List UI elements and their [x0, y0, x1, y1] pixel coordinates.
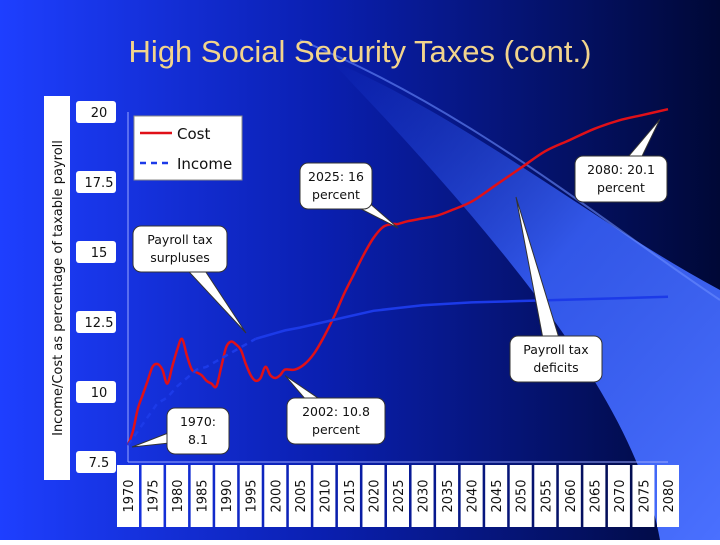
y-axis-title-box	[44, 96, 70, 480]
x-tick-label: 1975	[147, 479, 162, 512]
x-tick-label: 2050	[515, 479, 530, 512]
annotation-box	[132, 225, 228, 273]
x-tick-label: 2055	[539, 479, 554, 512]
y-tick-label: 15	[91, 246, 108, 261]
x-tick-box	[607, 465, 630, 527]
x-tick-label: 2045	[490, 479, 505, 512]
y-tick-label: 12.5	[85, 316, 114, 331]
x-tick-box	[387, 465, 409, 527]
y-tick-box	[76, 171, 116, 193]
x-tick-label: 2035	[441, 479, 456, 512]
axes: 20 17.5 15 12.5 10 7.5 Income/Cost as percenta…	[44, 96, 679, 527]
y-tick-label: 20	[91, 106, 108, 121]
x-tick-label: 2030	[417, 479, 432, 512]
x-tick-label: 2005	[294, 479, 309, 512]
x-tick-box	[190, 465, 213, 527]
y-tick-label: 10	[91, 386, 108, 401]
annotation-text: 2002: 10.8	[302, 404, 370, 419]
annotation-bubble: Payroll tax deficits	[509, 196, 603, 383]
x-tick-box	[117, 465, 139, 527]
annotation-text: 2025: 16	[308, 169, 364, 184]
x-tick-label: 1970	[122, 479, 137, 512]
page-title: High Social Security Taxes (cont.)	[128, 34, 592, 69]
x-tick-label: 1985	[196, 479, 211, 512]
annotation-bubble: 1970: 8.1	[131, 407, 230, 455]
y-tick-label: 7.5	[89, 456, 110, 471]
decorative-swoosh	[330, 60, 720, 540]
x-tick-box	[313, 465, 336, 527]
annotation-text: percent	[597, 180, 645, 195]
annotation-text: deficits	[533, 360, 578, 375]
decorative-swoosh-edge	[299, 39, 720, 301]
x-tick-box	[485, 465, 508, 527]
annotation-bubble: 2025: 16 percent	[299, 162, 399, 229]
x-tick-label: 2075	[637, 479, 652, 512]
x-tick-label: 2000	[269, 479, 284, 512]
x-tick-label: 2060	[564, 479, 579, 512]
x-tick-box	[239, 465, 262, 527]
annotation-text: 2080: 20.1	[587, 162, 655, 177]
legend-label-income: Income	[177, 155, 232, 173]
legend: Cost Income	[133, 115, 243, 181]
x-tick-label: 1990	[220, 479, 235, 512]
x-tick-box	[166, 465, 189, 527]
x-tick-box	[657, 465, 679, 527]
x-tick-box	[509, 465, 532, 527]
annotation-text: percent	[312, 422, 360, 437]
series-income-line	[255, 295, 669, 341]
annotation-box	[286, 397, 386, 445]
y-tick-box	[76, 311, 116, 333]
series-layer	[126, 107, 669, 446]
x-tick-box	[583, 465, 606, 527]
annotation-box	[299, 162, 373, 210]
series-cost-line	[126, 107, 669, 446]
series-income-dashed	[126, 337, 257, 446]
legend-label-cost: Cost	[177, 125, 210, 143]
x-tick-box	[362, 465, 385, 527]
x-tick-box	[632, 465, 655, 527]
annotation-text: 8.1	[188, 432, 208, 447]
y-tick-box	[76, 241, 116, 263]
y-tick-box	[76, 101, 116, 123]
annotation-text: percent	[312, 187, 360, 202]
annotation-box	[509, 335, 603, 383]
y-tick-label: 17.5	[85, 176, 114, 191]
x-tick-box	[460, 465, 483, 527]
annotation-text: Payroll tax	[147, 232, 212, 247]
x-tick-label: 2065	[588, 479, 603, 512]
x-tick-box	[337, 465, 360, 527]
annotation-bubble: 2080: 20.1 percent	[574, 118, 668, 203]
annotation-text: Payroll tax	[523, 342, 588, 357]
y-tick-box	[76, 381, 116, 403]
x-tick-label: 1995	[245, 479, 260, 512]
x-tick-label: 2010	[318, 479, 333, 512]
y-axis-title: Income/Cost as percentage of taxable pay…	[51, 140, 66, 436]
y-tick-box	[76, 451, 116, 473]
x-tick-label: 2070	[613, 479, 628, 512]
annotation-text: 1970:	[180, 414, 216, 429]
x-tick-box	[141, 465, 164, 527]
x-tick-label: 2080	[662, 479, 677, 512]
x-tick-box	[436, 465, 459, 527]
x-tick-label: 2040	[466, 479, 481, 512]
annotation-bubble: Payroll tax surpluses	[132, 225, 247, 334]
x-tick-box	[411, 465, 434, 527]
x-tick-box	[215, 465, 238, 527]
annotation-box	[574, 155, 668, 203]
x-tick-box	[264, 465, 287, 527]
x-tick-label: 2025	[392, 479, 407, 512]
annotation-bubble: 2002: 10.8 percent	[284, 375, 386, 445]
annotation-text: surpluses	[150, 250, 210, 265]
x-tick-label: 1980	[171, 479, 186, 512]
legend-box	[133, 115, 243, 181]
x-tick-box	[558, 465, 581, 527]
annotation-box	[166, 407, 230, 455]
x-tick-box	[288, 465, 311, 527]
x-tick-box	[534, 465, 557, 527]
x-tick-label: 2015	[343, 479, 358, 512]
x-tick-label: 2020	[367, 479, 382, 512]
